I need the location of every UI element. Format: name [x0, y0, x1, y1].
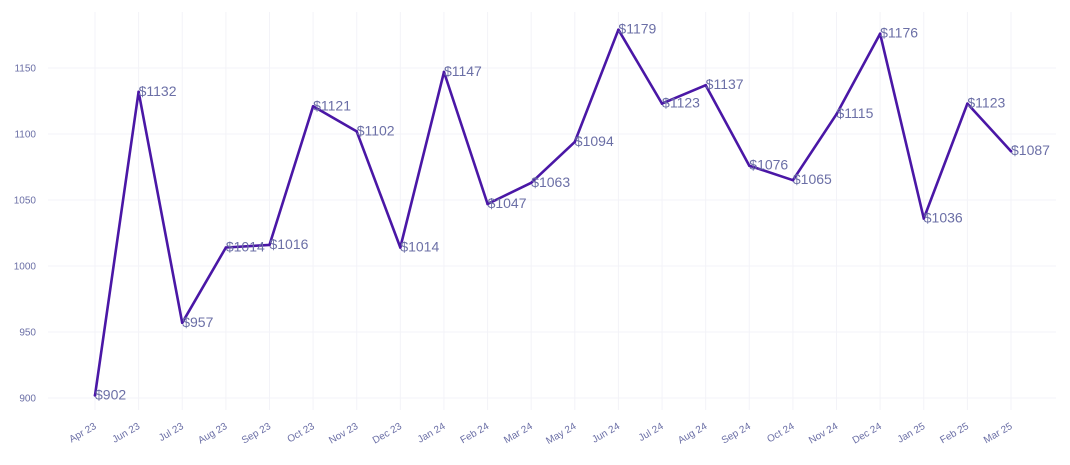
- data-point: [617, 28, 620, 32]
- x-tick-label: Sep 24: [720, 421, 753, 447]
- data-label: $1121: [313, 97, 351, 113]
- x-tick-label: Dec 23: [371, 421, 404, 447]
- x-tick-label: Jun 24: [590, 421, 622, 446]
- x-tick-label: Jun 23: [111, 421, 143, 446]
- x-tick-label: Dec 24: [851, 421, 884, 447]
- data-point: [747, 164, 751, 167]
- y-tick-label: 900: [19, 394, 36, 405]
- data-point: [311, 104, 315, 108]
- data-point: [486, 202, 489, 206]
- data-label: $1123: [662, 95, 700, 111]
- y-tick-label: 1000: [14, 262, 37, 273]
- x-tick-label: Sep 23: [240, 421, 273, 447]
- x-tick-label: Jul 23: [157, 421, 186, 444]
- x-tick-label: Feb 25: [938, 421, 971, 446]
- x-tick-label: Apr 23: [67, 421, 98, 445]
- data-label: $1102: [357, 122, 395, 138]
- data-label: $1036: [924, 209, 963, 225]
- data-label: $1047: [488, 195, 527, 211]
- data-point: [1009, 149, 1013, 153]
- x-tick-label: Jan 25: [896, 421, 928, 446]
- data-point: [835, 112, 838, 116]
- y-tick-label: 1150: [14, 64, 36, 75]
- data-label: $1132: [139, 83, 177, 99]
- x-tick-label: Oct 24: [765, 421, 796, 445]
- data-point: [573, 140, 577, 144]
- y-axis: 900 950 1000 1050 1100 1150: [14, 64, 37, 405]
- data-label: $1115: [837, 105, 874, 121]
- data-label: $1014: [226, 239, 265, 255]
- data-point: [93, 394, 97, 397]
- data-labels: $902$1132$957$1014 $1016$1121$1102$1014$1…: [95, 21, 1050, 403]
- series: [93, 28, 1013, 397]
- data-label: $902: [95, 386, 126, 402]
- x-tick-label: Feb 24: [459, 421, 492, 446]
- data-label: $1076: [749, 157, 788, 173]
- x-tick-label: Aug 23: [196, 421, 229, 447]
- x-tick-label: Oct 23: [286, 421, 317, 445]
- x-tick-label: Jul 24: [637, 421, 666, 444]
- grid: [48, 12, 1056, 410]
- y-tick-label: 1050: [14, 196, 37, 207]
- x-tick-label: Aug 24: [676, 421, 709, 447]
- data-label: $1014: [400, 239, 439, 255]
- x-tick-label: May 24: [544, 421, 578, 447]
- x-tick-label: Nov 23: [327, 421, 360, 447]
- data-label: $1123: [967, 95, 1005, 111]
- data-point: [180, 321, 184, 325]
- x-tick-label: Nov 24: [807, 421, 840, 447]
- x-axis: Apr 23 Jun 23 Jul 23 Aug 23 Sep 23 Oct 23 Nov …: [67, 421, 1014, 447]
- data-label: $1065: [793, 171, 832, 187]
- data-point: [922, 217, 926, 220]
- x-tick-label: Mar 25: [982, 421, 1015, 446]
- data-label: $1063: [531, 174, 570, 190]
- data-label: $1179: [618, 21, 656, 37]
- data-point: [529, 181, 533, 185]
- x-tick-label: Jan 24: [416, 421, 448, 446]
- data-point: [704, 83, 707, 87]
- data-point: [137, 90, 140, 94]
- data-point: [791, 178, 795, 182]
- x-tick-label: Mar 24: [502, 421, 535, 446]
- data-label: $1094: [575, 133, 614, 149]
- y-tick-label: 950: [19, 328, 36, 339]
- data-point: [224, 246, 228, 249]
- data-label: $1016: [269, 236, 308, 252]
- data-point: [442, 70, 446, 74]
- y-tick-label: 1100: [14, 130, 36, 141]
- data-point: [399, 246, 402, 249]
- data-label: $957: [182, 314, 213, 330]
- data-point: [878, 32, 882, 35]
- data-point: [355, 130, 359, 133]
- data-point: [268, 243, 271, 247]
- data-label: $1176: [880, 25, 918, 41]
- data-label: $1147: [444, 63, 482, 79]
- data-point: [660, 102, 664, 105]
- data-point: [966, 102, 969, 105]
- data-label: $1137: [706, 76, 744, 92]
- series-line: [93, 28, 1013, 397]
- data-label: $1087: [1011, 142, 1050, 158]
